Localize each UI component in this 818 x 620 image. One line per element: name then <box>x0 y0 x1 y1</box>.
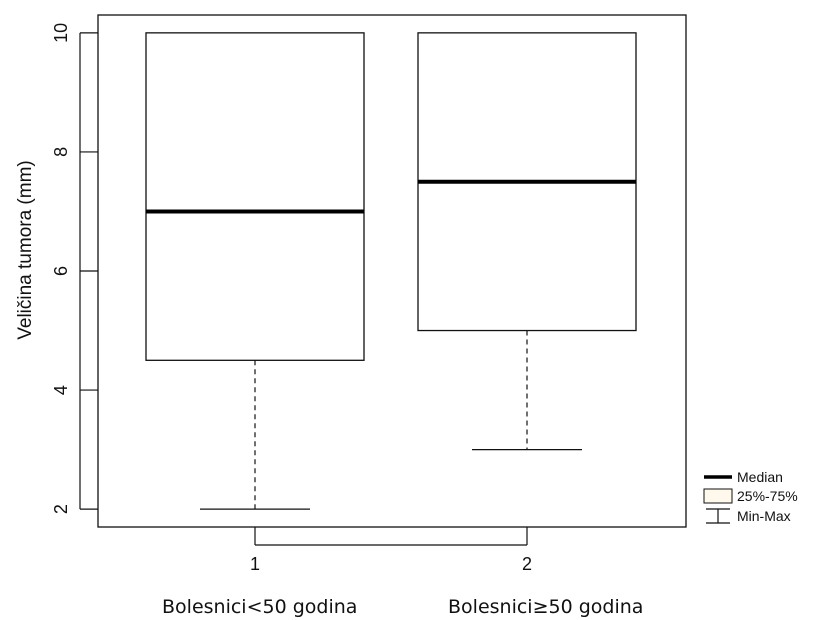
legend-label: Median <box>737 469 783 485</box>
y-tick-label: 6 <box>51 266 71 276</box>
box-group <box>417 32 637 451</box>
x-tick-label: 2 <box>522 554 532 574</box>
y-tick-label: 10 <box>51 23 71 43</box>
legend-label: 25%-75% <box>737 488 798 504</box>
legend-box-swatch <box>703 488 733 504</box>
y-axis: 2 4 6 8 10 <box>51 23 98 514</box>
legend: Median 25%-75% Min-Max <box>703 469 798 524</box>
category-description-1: Bolesnici<50 godina <box>162 596 358 618</box>
legend-item-median: Median <box>704 469 783 485</box>
y-axis-title: Veličina tumora (mm) <box>15 160 36 340</box>
box-iqr <box>145 32 365 361</box>
box-group <box>145 32 365 510</box>
legend-item-whisker: Min-Max <box>706 508 791 524</box>
y-tick-label: 4 <box>51 385 71 395</box>
legend-label: Min-Max <box>737 508 791 524</box>
y-tick-label: 2 <box>51 504 71 514</box>
boxes <box>145 32 637 510</box>
legend-item-box: 25%-75% <box>703 488 798 504</box>
category-description-2: Bolesnici≥50 godina <box>448 596 644 618</box>
x-tick-label: 1 <box>250 554 260 574</box>
y-tick-label: 8 <box>51 147 71 157</box>
